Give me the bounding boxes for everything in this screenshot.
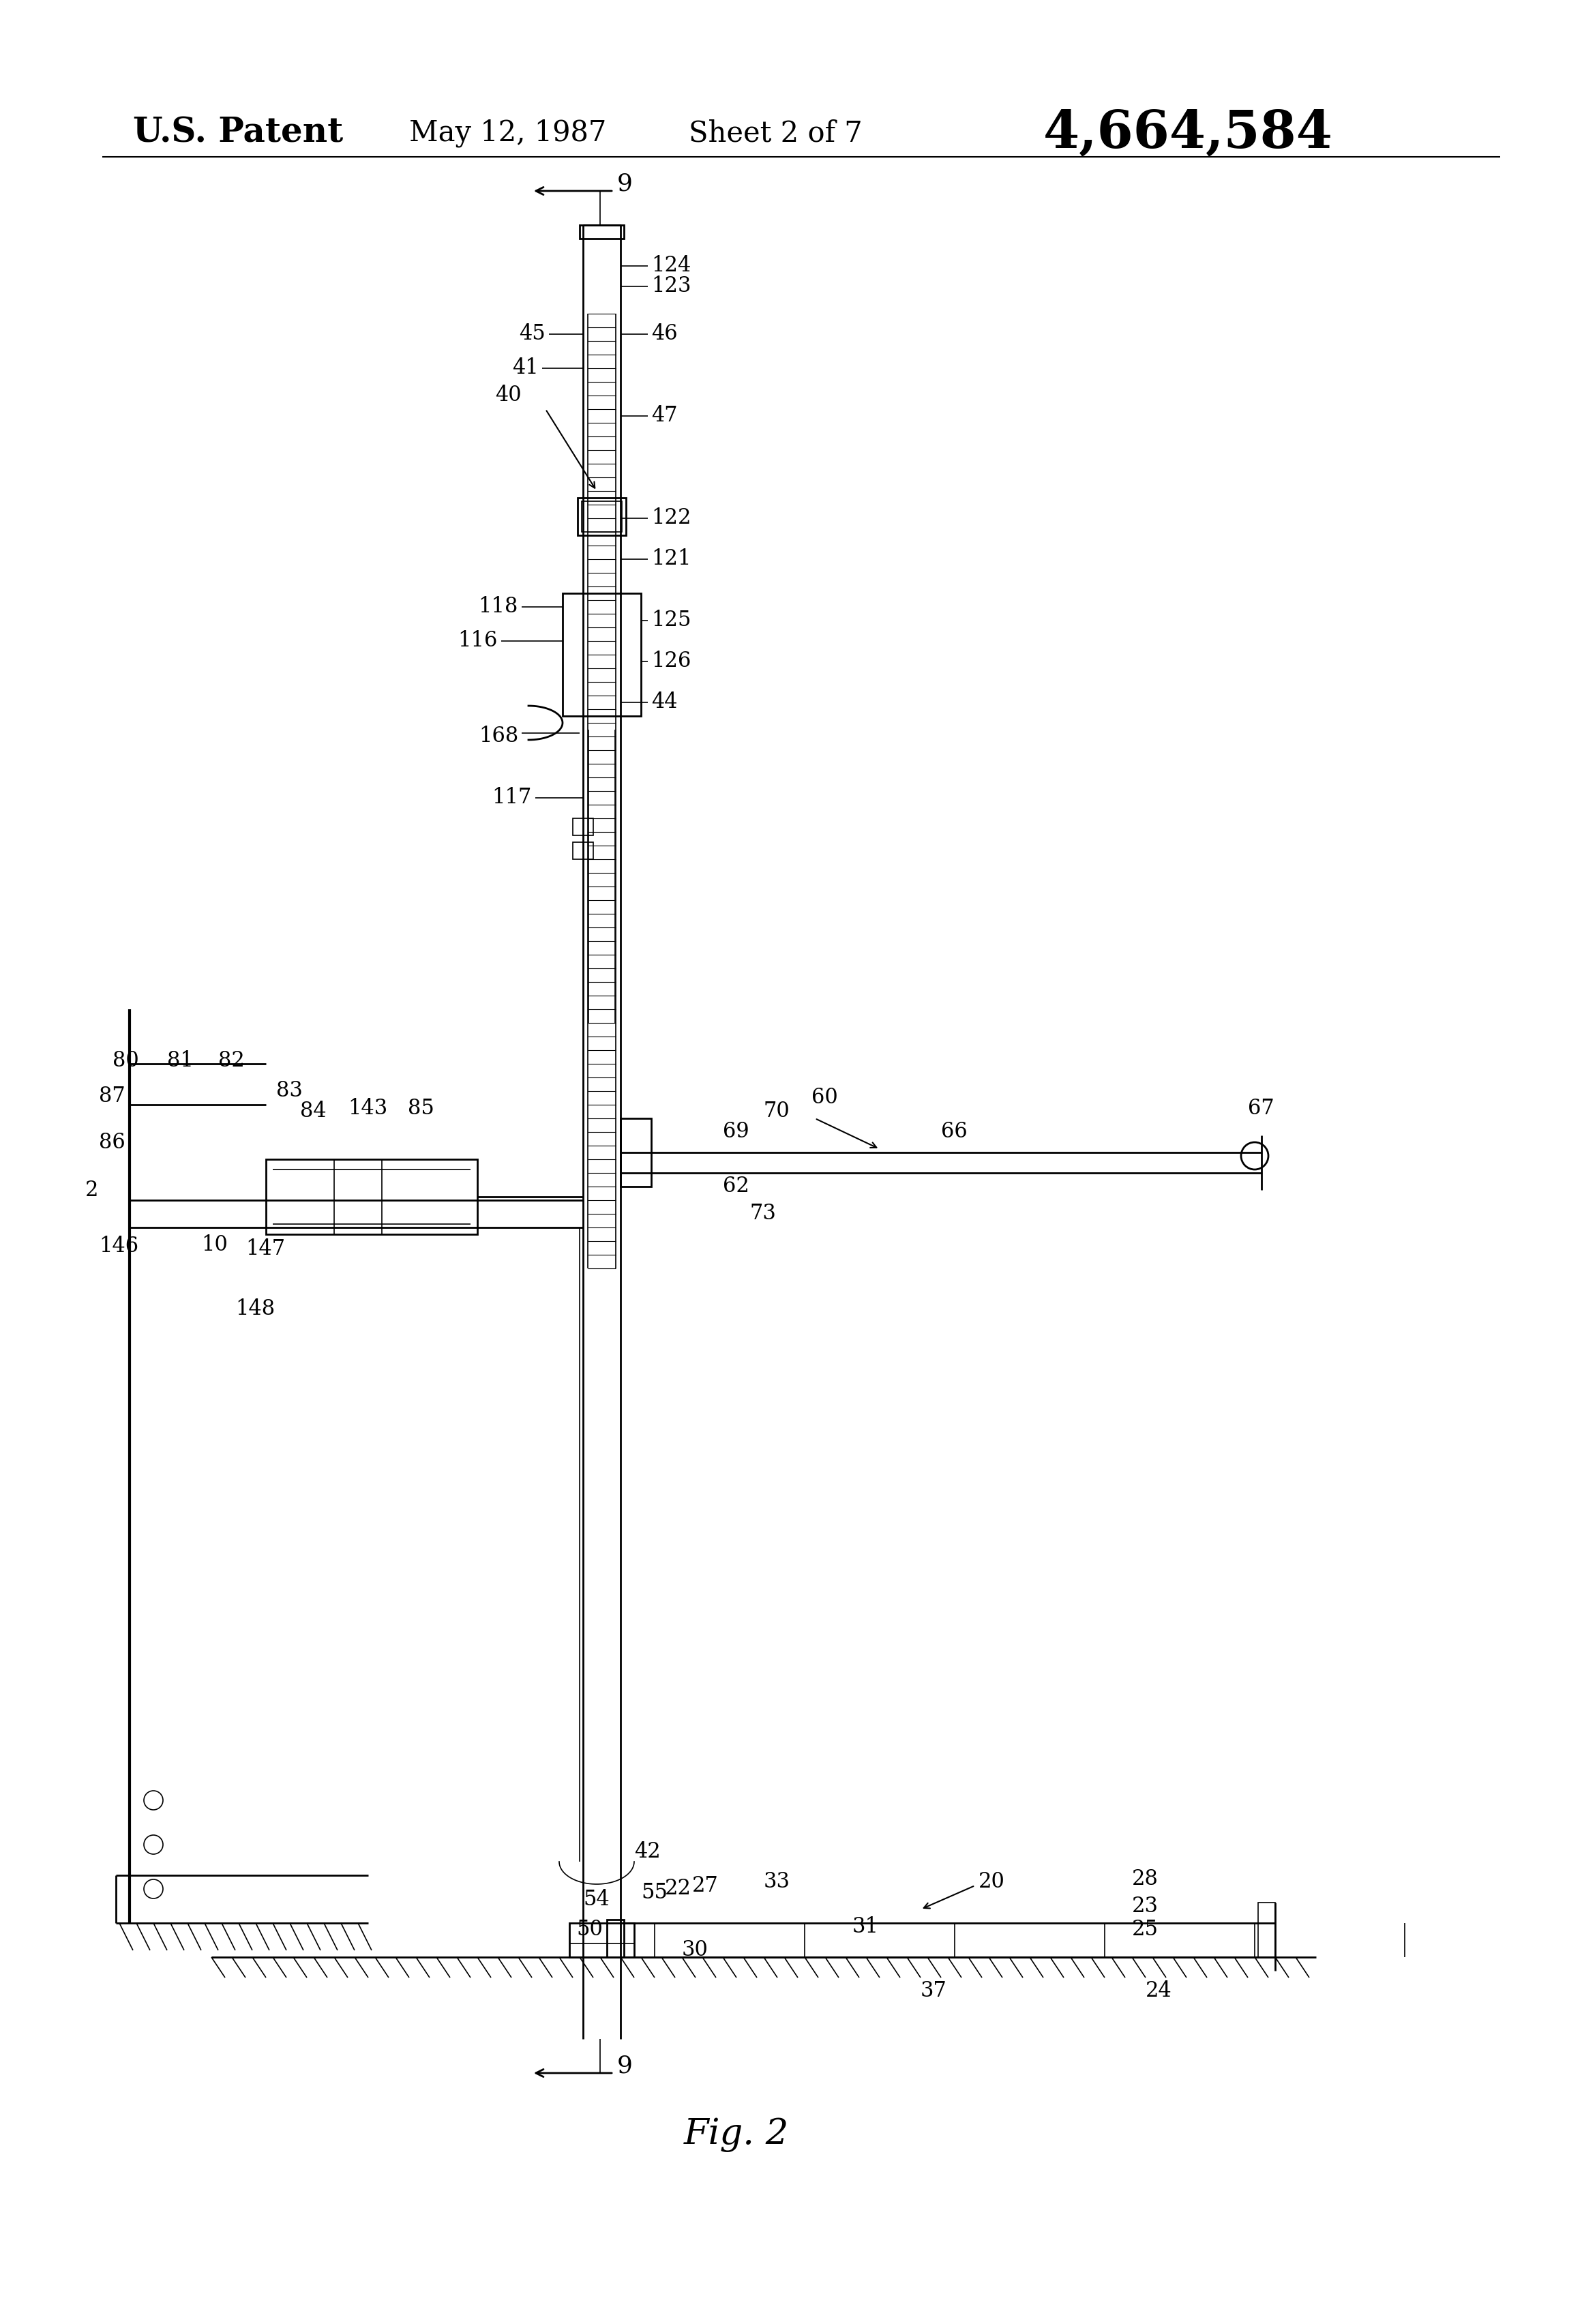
Text: 54: 54: [584, 1889, 609, 1910]
Text: 123: 123: [652, 277, 691, 297]
Text: 40: 40: [495, 386, 522, 407]
Text: 70: 70: [764, 1102, 789, 1122]
Text: 10: 10: [201, 1234, 228, 1255]
Text: 148: 148: [236, 1299, 275, 1320]
Text: 55: 55: [641, 1882, 668, 1903]
Bar: [563, 593, 641, 716]
Text: 22: 22: [664, 1878, 691, 1899]
Text: 85: 85: [408, 1097, 435, 1118]
Text: 45: 45: [519, 323, 546, 344]
Text: 44: 44: [652, 693, 677, 713]
Text: 86: 86: [98, 1132, 125, 1153]
Text: 84: 84: [301, 1102, 326, 1122]
Text: 87: 87: [98, 1085, 125, 1106]
Text: 83: 83: [277, 1081, 302, 1102]
Text: 116: 116: [457, 630, 498, 651]
Text: 66: 66: [941, 1122, 968, 1143]
Text: 2: 2: [85, 1178, 98, 1202]
Text: 25: 25: [1133, 1920, 1158, 1941]
Text: Fig. 2: Fig. 2: [683, 2117, 789, 2152]
Text: U.S. Patent: U.S. Patent: [133, 116, 343, 149]
Text: 67: 67: [1248, 1097, 1274, 1118]
Bar: [607, 1920, 623, 1957]
Bar: [577, 497, 626, 535]
Text: 80: 80: [112, 1050, 139, 1071]
Text: 37: 37: [921, 1980, 948, 2001]
Text: 73: 73: [750, 1204, 777, 1225]
Text: 24: 24: [1145, 1980, 1172, 2001]
Text: 118: 118: [478, 597, 519, 618]
Text: 168: 168: [478, 725, 519, 746]
Bar: [582, 502, 622, 532]
Text: 69: 69: [723, 1122, 750, 1143]
Text: 28: 28: [1133, 1868, 1158, 1889]
Bar: [1258, 1903, 1275, 1957]
Bar: [266, 1160, 478, 1234]
Text: 27: 27: [693, 1875, 718, 1896]
Text: 82: 82: [218, 1050, 245, 1071]
Text: 147: 147: [245, 1239, 285, 1260]
Text: 41: 41: [513, 358, 539, 379]
Bar: [570, 1922, 634, 1957]
Text: 62: 62: [723, 1176, 750, 1197]
Text: 42: 42: [634, 1841, 661, 1862]
Text: 46: 46: [652, 323, 677, 344]
Text: 31: 31: [853, 1915, 880, 1936]
Text: 126: 126: [652, 651, 691, 672]
Text: Sheet 2 of 7: Sheet 2 of 7: [688, 119, 862, 146]
Text: May 12, 1987: May 12, 1987: [410, 119, 606, 146]
Text: 47: 47: [652, 404, 677, 428]
Text: 33: 33: [764, 1871, 791, 1892]
Text: 125: 125: [652, 609, 691, 632]
Text: 124: 124: [652, 256, 691, 277]
Text: 81: 81: [168, 1050, 193, 1071]
Text: 20: 20: [979, 1871, 1005, 1892]
Text: 9: 9: [617, 2054, 633, 2078]
Text: 4,664,584: 4,664,584: [1043, 107, 1334, 158]
Bar: [620, 1118, 652, 1188]
Bar: [573, 818, 593, 834]
Text: 60: 60: [812, 1088, 838, 1109]
Bar: [573, 841, 593, 860]
Text: 23: 23: [1133, 1896, 1158, 1917]
Text: 121: 121: [652, 548, 691, 569]
Text: 30: 30: [682, 1941, 709, 1961]
Text: 117: 117: [492, 788, 532, 809]
Text: 9: 9: [617, 172, 633, 195]
Text: 143: 143: [348, 1097, 388, 1118]
Bar: [579, 225, 623, 239]
Text: 50: 50: [576, 1920, 603, 1941]
Text: 122: 122: [652, 507, 691, 530]
Text: 146: 146: [98, 1236, 139, 1257]
